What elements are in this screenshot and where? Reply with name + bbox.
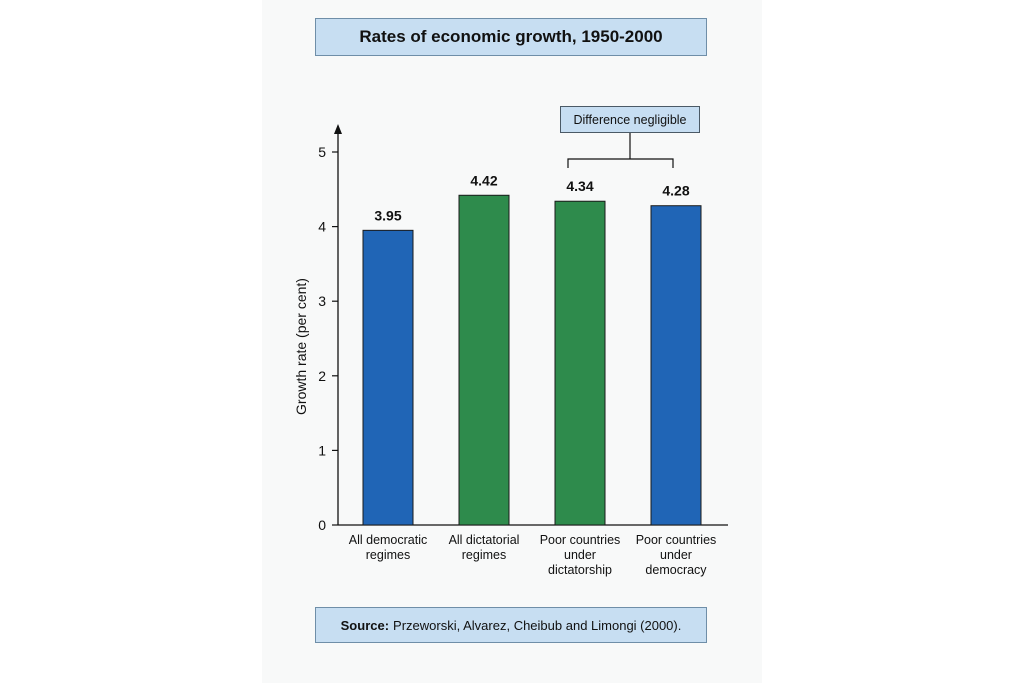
y-tick-label: 5 — [318, 144, 326, 160]
category-label: All dictatorial regimes — [449, 533, 520, 562]
annotation-text: Difference negligible — [573, 112, 687, 127]
bar — [554, 200, 606, 526]
y-axis-label: Growth rate (per cent) — [293, 278, 309, 415]
bar-value-label: 3.95 — [374, 207, 401, 223]
category-label: Poor countries under democracy — [636, 533, 717, 577]
source-box: Source: Przeworski, Alvarez, Cheibub and… — [315, 607, 707, 643]
y-tick-label: 2 — [318, 368, 326, 384]
bar-value-label: 4.28 — [662, 183, 689, 199]
bar — [458, 194, 510, 526]
bar — [650, 205, 702, 526]
source-text: Przeworski, Alvarez, Cheibub and Limongi… — [393, 617, 682, 633]
annotation-box: Difference negligible — [560, 106, 700, 133]
category-label-line: Poor countries — [636, 533, 717, 547]
category-label-line: under — [660, 548, 692, 562]
y-tick-label: 1 — [318, 442, 326, 458]
category-label-line: All democratic — [349, 533, 428, 547]
y-tick-label: 0 — [318, 517, 326, 533]
chart-title: Rates of economic growth, 1950-2000 — [315, 18, 707, 56]
category-label: All democratic regimes — [349, 533, 428, 562]
source-label: Source: — [340, 617, 390, 633]
chart-title-text: Rates of economic growth, 1950-2000 — [359, 27, 663, 46]
bar-value-label: 4.42 — [470, 172, 497, 188]
category-label-line: regimes — [366, 548, 410, 562]
category-label-line: regimes — [462, 548, 506, 562]
category-label-line: under — [564, 548, 596, 562]
category-label-line: democracy — [645, 563, 707, 577]
y-axis-arrow-icon — [334, 124, 342, 134]
category-label: Poor countries under dictatorship — [540, 533, 621, 577]
category-label-line: dictatorship — [548, 563, 612, 577]
category-label-line: All dictatorial — [449, 533, 520, 547]
bar — [362, 229, 414, 526]
category-label-line: Poor countries — [540, 533, 621, 547]
annotation-bracket — [567, 158, 674, 168]
y-tick-label: 3 — [318, 293, 326, 309]
y-tick-label: 4 — [318, 219, 326, 235]
bar-value-label: 4.34 — [566, 178, 593, 194]
